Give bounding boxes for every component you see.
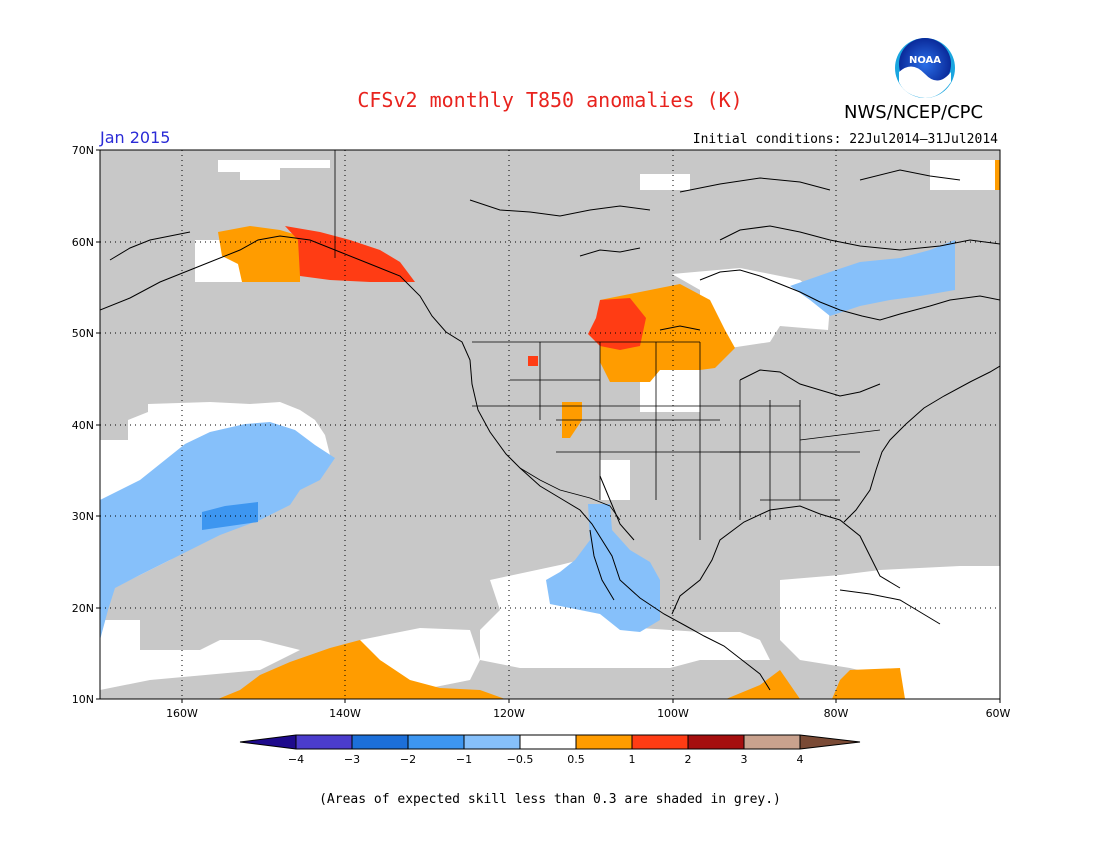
coastlines (100, 169, 1000, 691)
noaa-logo-text: NOAA (909, 55, 941, 66)
lat-label: 20N (72, 602, 94, 615)
axis-ticks (96, 149, 1001, 703)
colorbar-label: 1 (629, 753, 636, 766)
colorbar-bin (632, 735, 688, 749)
longitude-labels: 160W 140W 120W 100W 80W 60W (166, 707, 1010, 720)
colorbar-bin (464, 735, 520, 749)
anomaly-minus-1-to-minus-0.5 (100, 240, 955, 640)
lon-label: 140W (329, 707, 361, 720)
lon-label: 120W (493, 707, 525, 720)
political-borders (334, 150, 881, 540)
initial-conditions: Initial conditions: 22Jul2014–31Jul2014 (692, 132, 998, 147)
colorbar-bin (296, 735, 352, 749)
latitude-labels: 70N 60N 50N 40N 30N 20N 10N (72, 144, 94, 706)
colorbar-label: −2 (400, 753, 416, 766)
colorbar-label: −1 (456, 753, 472, 766)
colorbar-label: −4 (288, 753, 304, 766)
colorbar-bin (520, 735, 576, 749)
map-area (100, 150, 1000, 699)
colorbar-label: 2 (685, 753, 692, 766)
noaa-logo: NOAA (895, 38, 955, 98)
colorbar-label: −0.5 (507, 753, 534, 766)
footnote: (Areas of expected skill less than 0.3 a… (319, 792, 781, 807)
anomaly-1-to-2 (285, 226, 646, 366)
colorbar-arrow-low (240, 735, 296, 749)
lat-label: 40N (72, 419, 94, 432)
agency-label: NWS/NCEP/CPC (844, 102, 984, 123)
colorbar-arrow-high (800, 735, 860, 749)
graticule (100, 150, 1000, 699)
lon-label: 160W (166, 707, 198, 720)
lon-label: 100W (657, 707, 689, 720)
colorbar-bin (576, 735, 632, 749)
colorbar-bin (408, 735, 464, 749)
colorbar-label: 4 (797, 753, 804, 766)
colorbar-label: 3 (741, 753, 748, 766)
colorbar-label: 0.5 (567, 753, 585, 766)
chart-title: CFSv2 monthly T850 anomalies (K) (357, 88, 743, 112)
lon-label: 80W (824, 707, 849, 720)
forecast-period: Jan 2015 (100, 128, 171, 147)
lat-label: 70N (72, 144, 94, 157)
colorbar-bin (688, 735, 744, 749)
lat-label: 30N (72, 510, 94, 523)
lat-label: 50N (72, 327, 94, 340)
colorbar-bin (352, 735, 408, 749)
lat-label: 10N (72, 693, 94, 706)
colorbar-bin (744, 735, 800, 749)
colorbar-label: −3 (344, 753, 360, 766)
colorbar: −4 −3 −2 −1 −0.5 0.5 1 2 3 4 (239, 734, 861, 766)
lon-label: 60W (986, 707, 1011, 720)
lat-label: 60N (72, 236, 94, 249)
